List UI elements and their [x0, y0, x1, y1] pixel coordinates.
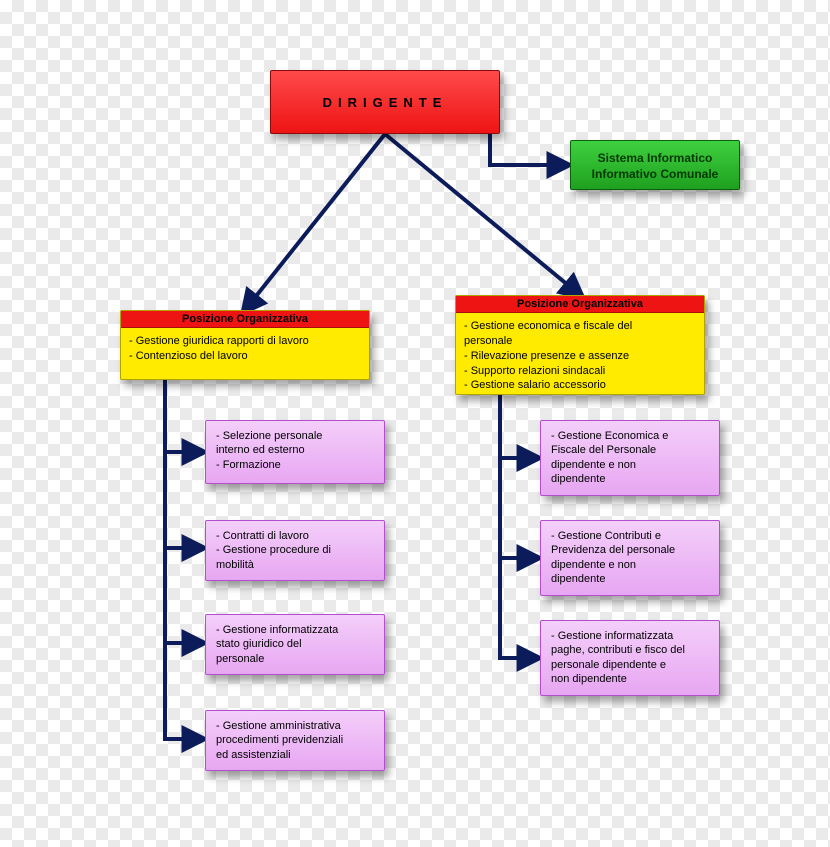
- task-line: procedimenti previdenziali: [216, 733, 374, 747]
- dirigente-box: DIRIGENTE: [270, 70, 500, 134]
- task-line: - Formazione: [216, 458, 374, 472]
- task-line: personale dipendente e: [551, 658, 709, 672]
- left-task-box: - Contratti di lavoro- Gestione procedur…: [205, 520, 385, 581]
- left-task-box: - Gestione amministrativaprocedimenti pr…: [205, 710, 385, 771]
- task-line: - Gestione Contributi e: [551, 529, 709, 543]
- task-line: - Contratti di lavoro: [216, 529, 374, 543]
- task-line: stato giuridico del: [216, 637, 374, 651]
- dirigente-label: DIRIGENTE: [323, 95, 448, 110]
- org-body-line: personale: [464, 334, 696, 349]
- org-body-line: - Gestione economica e fiscale del: [464, 319, 696, 334]
- org-body-line: - Supporto relazioni sindacali: [464, 364, 696, 379]
- task-line: dipendente e non: [551, 458, 709, 472]
- task-line: mobilità: [216, 558, 374, 572]
- task-line: dipendente e non: [551, 558, 709, 572]
- right-task-box: - Gestione Economica eFiscale del Person…: [540, 420, 720, 496]
- left-org-header: Posizione Organizzativa: [121, 311, 369, 328]
- task-line: - Gestione informatizzata: [551, 629, 709, 643]
- green-line1: Sistema Informatico: [577, 151, 733, 167]
- task-line: dipendente: [551, 472, 709, 486]
- task-line: non dipendente: [551, 672, 709, 686]
- task-line: dipendente: [551, 572, 709, 586]
- left-org-body: - Gestione giuridica rapporti di lavoro-…: [121, 328, 369, 370]
- task-line: Previdenza del personale: [551, 543, 709, 557]
- task-line: - Gestione Economica e: [551, 429, 709, 443]
- org-body-line: - Rilevazione presenze e assenze: [464, 349, 696, 364]
- task-line: - Gestione amministrativa: [216, 719, 374, 733]
- org-body-line: - Contenzioso del lavoro: [129, 349, 361, 364]
- green-line2: Informativo Comunale: [577, 167, 733, 183]
- task-line: ed assistenziali: [216, 748, 374, 762]
- right-org-header: Posizione Organizzativa: [456, 296, 704, 313]
- org-body-line: - Gestione salario accessorio: [464, 378, 696, 393]
- left-task-box: - Selezione personaleinterno ed esterno-…: [205, 420, 385, 484]
- task-line: interno ed esterno: [216, 443, 374, 457]
- left-org-box: Posizione Organizzativa - Gestione giuri…: [120, 310, 370, 380]
- sistema-informatico-box: Sistema Informatico Informativo Comunale: [570, 140, 740, 190]
- task-line: Fiscale del Personale: [551, 443, 709, 457]
- task-line: - Gestione informatizzata: [216, 623, 374, 637]
- org-body-line: - Gestione giuridica rapporti di lavoro: [129, 334, 361, 349]
- right-org-box: Posizione Organizzativa - Gestione econo…: [455, 295, 705, 395]
- org-chart-canvas: DIRIGENTE Sistema Informatico Informativ…: [0, 0, 830, 847]
- task-line: - Gestione procedure di: [216, 543, 374, 557]
- left-task-box: - Gestione informatizzatastato giuridico…: [205, 614, 385, 675]
- right-task-box: - Gestione Contributi ePrevidenza del pe…: [540, 520, 720, 596]
- task-line: - Selezione personale: [216, 429, 374, 443]
- right-org-body: - Gestione economica e fiscale delperson…: [456, 313, 704, 399]
- right-task-box: - Gestione informatizzatapaghe, contribu…: [540, 620, 720, 696]
- task-line: personale: [216, 652, 374, 666]
- task-line: paghe, contributi e fisco del: [551, 643, 709, 657]
